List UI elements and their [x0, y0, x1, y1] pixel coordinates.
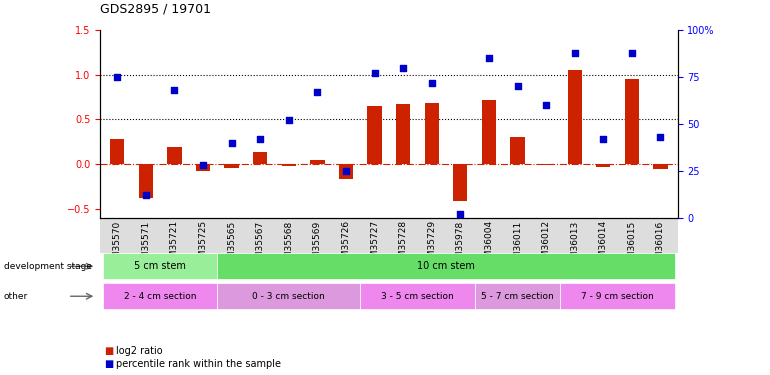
Point	[283, 117, 295, 123]
Point	[139, 192, 152, 198]
Point	[454, 211, 467, 217]
Text: percentile rank within the sample: percentile rank within the sample	[116, 359, 280, 369]
Point	[226, 140, 238, 146]
Bar	[282, 164, 296, 166]
Point	[169, 87, 181, 93]
Bar	[653, 164, 668, 169]
Text: development stage: development stage	[4, 262, 92, 271]
Bar	[139, 164, 153, 198]
Bar	[539, 164, 553, 165]
Point	[568, 50, 581, 55]
Bar	[624, 79, 639, 164]
Point	[426, 80, 438, 86]
Text: 0 - 3 cm section: 0 - 3 cm section	[253, 292, 325, 301]
Bar	[167, 147, 182, 164]
Text: log2 ratio: log2 ratio	[116, 346, 162, 355]
Point	[111, 74, 123, 80]
Text: 2 - 4 cm section: 2 - 4 cm section	[124, 292, 196, 301]
Text: 5 cm stem: 5 cm stem	[134, 261, 186, 271]
Text: 3 - 5 cm section: 3 - 5 cm section	[381, 292, 454, 301]
Point	[654, 134, 667, 140]
Text: 10 cm stem: 10 cm stem	[417, 261, 475, 271]
Text: 5 - 7 cm section: 5 - 7 cm section	[481, 292, 554, 301]
Bar	[225, 164, 239, 168]
Text: ■: ■	[104, 359, 113, 369]
Point	[397, 64, 410, 70]
Point	[511, 83, 524, 89]
Point	[540, 102, 552, 108]
Bar	[310, 160, 324, 164]
Point	[626, 50, 638, 55]
Bar	[454, 164, 467, 201]
Bar	[596, 164, 611, 166]
Bar	[424, 103, 439, 164]
Text: GDS2895 / 19701: GDS2895 / 19701	[100, 2, 211, 15]
Bar	[567, 70, 582, 164]
Bar	[511, 137, 524, 164]
Bar	[396, 104, 410, 164]
Bar	[482, 100, 496, 164]
Bar	[339, 164, 353, 179]
Text: 7 - 9 cm section: 7 - 9 cm section	[581, 292, 654, 301]
Point	[197, 162, 209, 168]
Bar	[196, 164, 210, 171]
Point	[340, 168, 352, 174]
Point	[597, 136, 609, 142]
Point	[368, 70, 380, 76]
Text: other: other	[4, 292, 28, 301]
Bar	[110, 139, 125, 164]
Point	[254, 136, 266, 142]
Bar	[367, 106, 382, 164]
Bar	[253, 152, 267, 164]
Point	[311, 89, 323, 95]
Point	[483, 55, 495, 61]
Text: ■: ■	[104, 346, 113, 355]
